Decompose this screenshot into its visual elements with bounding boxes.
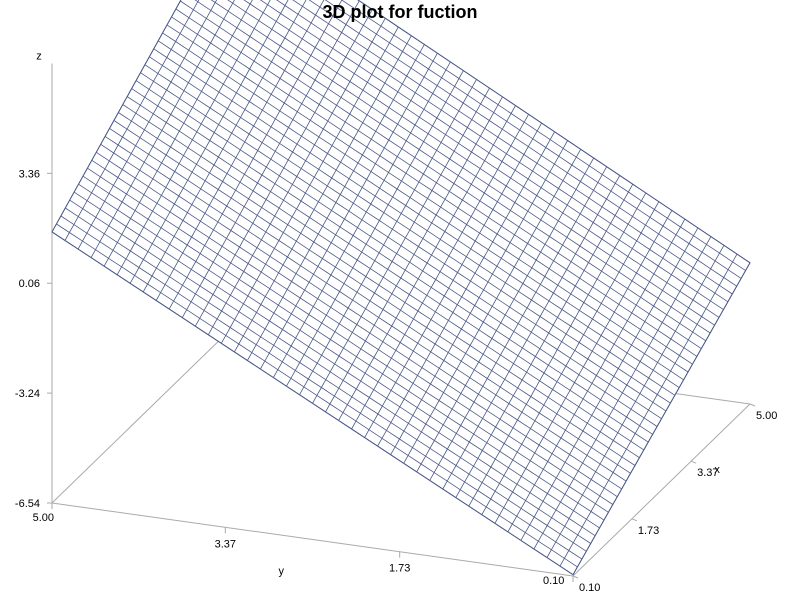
y-tick-label: 1.73 [389,563,410,575]
mesh-line-y [351,114,529,430]
mesh-line-y [572,262,751,575]
mesh-line-y [286,70,464,387]
y-axis-title: y [278,566,284,578]
surface-mesh [51,0,751,576]
mesh-line-y [142,0,307,293]
mesh-line-y [129,0,289,284]
mesh-line-y [442,175,621,490]
mesh-line-y [299,79,477,395]
chart-title: 3D plot for fuction [322,2,478,22]
z-tick-label: -6.54 [15,498,40,510]
y-axis-line [51,502,574,577]
y-tick-label: 5.00 [33,512,54,524]
mesh-line-y [220,26,399,344]
x-tick-mark [631,518,638,522]
x-tick-label: 1.73 [638,525,659,537]
mesh-line-y [168,0,343,310]
mesh-line-y [77,0,218,250]
mesh-line-y [507,218,686,532]
mesh-line-y [51,0,182,233]
x-tick-label: 0.10 [579,582,600,594]
z-tick-label: -3.24 [15,388,40,400]
mesh-line-y [155,0,325,301]
mesh-line-y [494,210,673,524]
mesh-line-y [90,0,235,258]
mesh-line-y [64,0,200,241]
x-tick-label: 3.37 [697,467,718,479]
mesh-line-y [273,61,451,378]
mesh-line-y [338,105,516,421]
z-axis-title: z [36,50,42,62]
mesh-line-y [520,227,699,541]
x-tick-label: 5.00 [756,410,777,422]
x-tick-mark [572,575,579,579]
z-tick-label: 3.36 [19,168,40,180]
y-tick-label: 0.10 [543,575,564,587]
mesh-line-y [377,131,555,447]
mesh-line-y [116,0,271,275]
mesh-line-y [207,18,386,335]
mesh-line-y [416,157,595,472]
mesh-line-y [181,0,360,318]
y-tick-label: 3.37 [215,538,236,550]
mesh-line-y [429,166,608,481]
axis-labels: -6.54 -3.24 0.06 3.36 z 5.00 3.37 1.73 0.10 y 0.10… [15,50,778,594]
mesh-line-y [468,192,647,507]
mesh-line-y [403,149,582,464]
mesh-line-y [533,236,712,550]
mesh-line-y [325,96,503,413]
mesh-line-y [194,9,373,327]
x-tick-mark [690,460,697,464]
mesh-line-y [260,53,438,370]
mesh-line-y [481,201,660,515]
mesh-line-y [546,245,725,558]
x-tick-mark [749,403,756,407]
mesh-line-y [390,140,568,455]
mesh-line-y [559,253,738,567]
mesh-line-y [103,0,253,267]
mesh-line-y [234,35,412,353]
z-tick-label: 0.06 [19,278,40,290]
mesh-line-y [364,122,542,438]
mesh-line-y [455,184,634,498]
mesh-line-y [312,87,490,404]
x-axis-title: x [714,464,720,476]
x-axis-line [572,403,751,577]
floor-back-edge [51,330,230,504]
mesh-line-y [247,44,425,361]
